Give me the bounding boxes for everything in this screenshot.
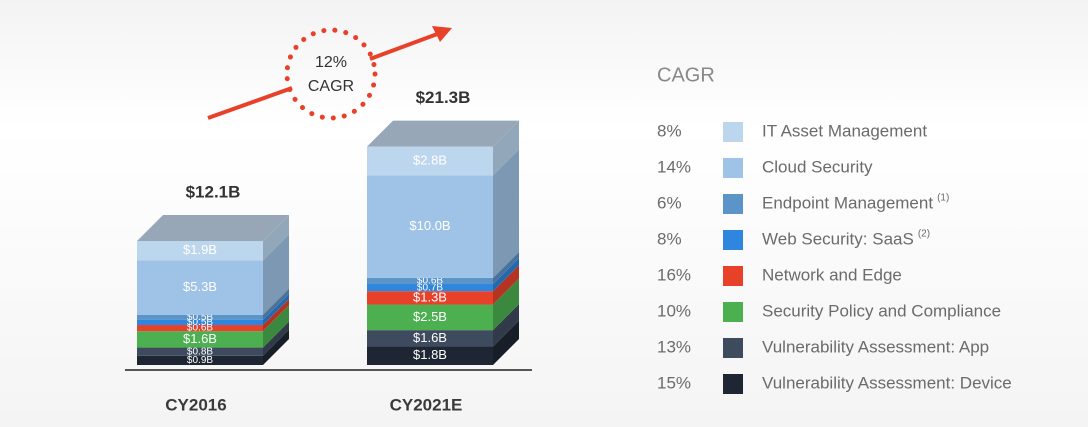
bar-side — [493, 320, 519, 365]
bar-side — [493, 258, 519, 292]
legend-swatch — [723, 266, 743, 286]
segment-label: $0.9B — [187, 355, 213, 366]
segment-label: $1.6B — [183, 331, 217, 346]
bar-segment — [137, 319, 263, 326]
segment-label: $1.3B — [413, 289, 447, 304]
bar-side — [493, 120, 519, 176]
cagr-rate: 12% — [315, 54, 347, 71]
bar-side — [263, 288, 289, 320]
legend-swatch — [723, 374, 743, 394]
bar-segment — [367, 175, 493, 278]
legend-swatch — [723, 194, 743, 214]
legend-note: (1) — [937, 193, 949, 204]
cagr-label: CAGR — [308, 78, 354, 95]
segment-label: $10.0B — [409, 218, 450, 233]
bar-side — [263, 214, 289, 261]
bar-side — [493, 251, 519, 285]
legend-label: Network and Edge — [762, 265, 902, 284]
bar-segment — [137, 347, 263, 356]
bar-segment — [367, 277, 493, 285]
bar-side — [263, 293, 289, 326]
bar-side — [263, 305, 289, 348]
legend-label: Security Policy and Compliance — [762, 301, 1001, 320]
legend-cagr: 13% — [657, 337, 691, 356]
bar-segment — [367, 304, 493, 331]
segment-label: $0.5B — [187, 317, 213, 328]
segment-label: $0.8B — [187, 346, 213, 357]
legend-cagr: 8% — [657, 229, 682, 248]
bar-side — [493, 278, 519, 331]
bar-top — [367, 120, 519, 147]
legend-swatch — [723, 302, 743, 322]
bar-segment — [367, 284, 493, 292]
bar-segment — [137, 355, 263, 365]
bar-segment — [137, 240, 263, 261]
legend-cagr: 16% — [657, 265, 691, 284]
legend-title: CAGR — [657, 64, 715, 86]
legend-cagr: 15% — [657, 373, 691, 392]
bar-side — [263, 299, 289, 332]
legend-label: Endpoint Management — [762, 193, 933, 212]
segment-label: $2.8B — [413, 152, 447, 167]
legend-cagr: 6% — [657, 193, 682, 212]
segment-label: $2.5B — [413, 309, 447, 324]
segment-label: $1.8B — [413, 347, 447, 362]
bar-side — [263, 321, 289, 356]
segment-label: $1.9B — [183, 242, 217, 257]
bar-segment — [367, 146, 493, 176]
x-tick-label: CY2021E — [390, 395, 463, 414]
legend-cagr: 10% — [657, 301, 691, 320]
cagr-circle — [284, 27, 378, 121]
legend-swatch — [723, 158, 743, 178]
legend-note: (2) — [918, 229, 930, 240]
legend-label: Cloud Security — [762, 157, 873, 176]
legend-swatch — [723, 338, 743, 358]
bar-segment — [367, 330, 493, 347]
arrow — [369, 31, 441, 61]
legend-label: IT Asset Management — [762, 121, 927, 140]
bar-segment — [137, 331, 263, 348]
bar-segment — [367, 346, 493, 365]
bar-side — [263, 329, 289, 365]
bar-segment — [137, 325, 263, 332]
total-label: $12.1B — [186, 182, 241, 201]
bar-side — [263, 234, 289, 315]
legend-swatch — [723, 230, 743, 250]
segment-label: $5.3B — [183, 279, 217, 294]
bar-side — [493, 149, 519, 278]
legend-label: Vulnerability Assessment: App — [762, 337, 989, 356]
arrow-head — [432, 26, 452, 42]
legend-swatch — [723, 122, 743, 142]
legend-label: Vulnerability Assessment: Device — [762, 373, 1012, 392]
x-tick-label: CY2016 — [165, 395, 226, 414]
bar-side — [493, 265, 519, 305]
legend-cagr: 8% — [657, 121, 682, 140]
bar-side — [493, 304, 519, 347]
segment-label: $0.5B — [187, 312, 213, 323]
bar-segment — [137, 260, 263, 315]
segment-label: $0.7B — [417, 282, 443, 293]
segment-label: $1.6B — [413, 330, 447, 345]
total-label: $21.3B — [416, 88, 471, 107]
segment-label: $0.6B — [187, 323, 213, 334]
bar-segment — [137, 314, 263, 320]
bar-segment — [367, 291, 493, 305]
segment-label: $0.6B — [417, 276, 443, 287]
legend-label: Web Security: SaaS — [762, 229, 914, 248]
legend-cagr: 14% — [657, 157, 691, 176]
bar-top — [137, 214, 289, 241]
arrow — [207, 86, 293, 120]
